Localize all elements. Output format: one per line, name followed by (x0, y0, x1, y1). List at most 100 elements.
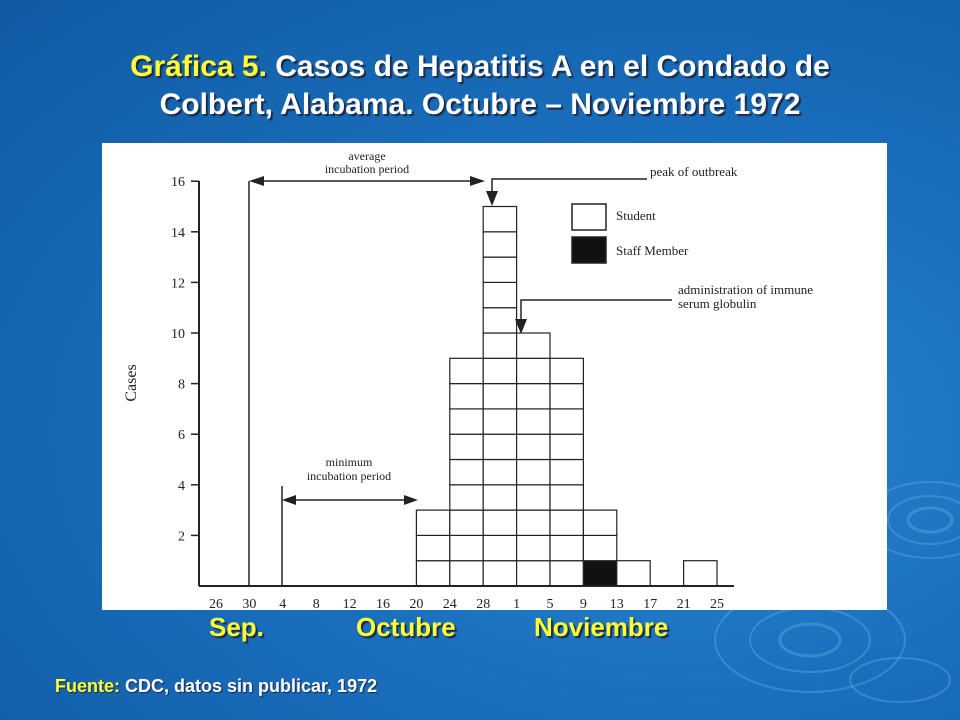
x-tick-label: 24 (443, 597, 457, 610)
x-tick-label: 9 (580, 597, 587, 610)
case-cell-student (482, 458, 518, 486)
x-tick-label: 30 (242, 597, 256, 610)
title-line-1: Gráfica 5. Casos de Hepatitis A en el Co… (0, 48, 960, 86)
case-cell-student (482, 433, 518, 461)
case-cell-student (482, 205, 518, 233)
source-label: Fuente: (55, 676, 120, 696)
chart-panel: 2 4 6 8 10 12 14 16 26 30 4 8 12 16 20 24 28 1 5 9 13 17 21 25… (102, 143, 887, 610)
case-cell-student (482, 534, 518, 562)
x-tick-label: 25 (710, 597, 724, 610)
source-note: Fuente: CDC, datos sin publicar, 1972 (55, 676, 377, 697)
x-tick-label: 28 (476, 597, 490, 610)
y-tick-label: 14 (171, 226, 185, 241)
x-tick-label: 26 (209, 597, 223, 610)
min-incubation-label-1: minimum (326, 455, 373, 469)
case-cell-student (482, 231, 518, 258)
case-cell-student (449, 408, 484, 435)
x-tick-label: 20 (409, 597, 423, 610)
case-cell-student (516, 484, 551, 511)
case-cell-student (415, 534, 451, 562)
bars-layer (415, 205, 718, 587)
x-tick-label: 13 (610, 597, 624, 610)
case-cell-student (482, 484, 518, 511)
case-cell-student (549, 534, 585, 562)
month-label-noviembre: Noviembre (534, 612, 669, 642)
title-text-1: Casos de Hepatitis A en el Condado de (275, 50, 830, 83)
peak-label: peak of outbreak (650, 164, 738, 179)
title-prefix: Gráfica 5. (130, 50, 267, 83)
y-tick-label: 8 (178, 378, 185, 393)
x-tick-label: 8 (313, 597, 320, 610)
avg-incubation-label-1: average (348, 149, 385, 163)
y-tick-label: 12 (171, 276, 185, 291)
y-tick-label: 4 (178, 479, 185, 494)
case-cell-student (449, 534, 484, 562)
y-tick-label: 10 (171, 327, 185, 342)
min-incubation-label-2: incubation period (307, 469, 391, 483)
legend-label-student: Student (616, 208, 656, 223)
case-cell-student (549, 408, 585, 435)
case-cell-student (549, 433, 585, 461)
case-cell-student (482, 256, 518, 283)
legend-swatch-staff (571, 236, 607, 264)
case-cell-student (415, 560, 451, 587)
case-cell-student (482, 408, 518, 435)
y-tick-label: 16 (171, 175, 185, 190)
case-cell-student (482, 332, 518, 359)
month-labels: Sep. Octubre Noviembre (0, 612, 960, 648)
case-cell-student (482, 307, 518, 334)
x-tick-label: 4 (279, 597, 286, 610)
title-line-2: Colbert, Alabama. Octubre – Noviembre 19… (159, 88, 801, 121)
min-incubation-arrowhead-left (282, 495, 296, 505)
chart-legend: Student Staff Member (571, 203, 689, 264)
case-cell-staff (582, 560, 618, 587)
avg-incubation-arrowhead-left (249, 176, 264, 186)
case-cell-student (549, 560, 585, 587)
x-tick-label: 5 (547, 597, 554, 610)
case-cell-student (516, 509, 551, 537)
case-cell-student (516, 332, 551, 359)
avg-incubation-label-2: incubation period (325, 162, 409, 176)
peak-arrowhead (486, 191, 498, 206)
globulin-arrowhead (515, 319, 527, 334)
case-cell-student (549, 383, 585, 410)
case-cell-student (682, 560, 718, 587)
case-cell-student (516, 534, 551, 562)
case-cell-student (516, 560, 551, 587)
avg-incubation-arrowhead-right (470, 176, 485, 186)
x-tick-label: 12 (343, 597, 357, 610)
case-cell-student (549, 357, 585, 385)
y-tick-label: 2 (178, 529, 185, 544)
x-tick-label: 16 (376, 597, 390, 610)
case-cell-student (616, 560, 651, 587)
x-ticks: 26 30 4 8 12 16 20 24 28 1 5 9 13 17 21 25 (209, 597, 724, 610)
globulin-label-2: serum globulin (678, 296, 757, 311)
case-cell-student (482, 560, 518, 587)
case-cell-student (415, 509, 451, 537)
case-cell-student (549, 458, 585, 486)
case-cell-student (449, 484, 484, 511)
month-label-octubre: Octubre (356, 612, 456, 642)
case-cell-student (449, 560, 484, 587)
slide-title: Gráfica 5. Casos de Hepatitis A en el Co… (0, 48, 960, 124)
peak-arrow-line (491, 178, 647, 201)
case-cell-student (516, 383, 551, 410)
case-cell-student (582, 534, 618, 562)
case-cell-student (516, 433, 551, 461)
case-cell-student (549, 484, 585, 511)
case-cell-student (482, 281, 518, 309)
case-cell-student (549, 509, 585, 537)
case-cell-student (516, 408, 551, 435)
min-incubation-arrowhead-right (404, 495, 418, 505)
y-ticks: 2 4 6 8 10 12 14 16 (171, 175, 199, 544)
case-cell-student (582, 509, 618, 537)
globulin-arrow-line (520, 299, 672, 328)
case-cell-student (516, 458, 551, 486)
case-cell-student (516, 357, 551, 385)
case-cell-student (449, 458, 484, 486)
case-cell-student (482, 509, 518, 537)
y-tick-label: 6 (178, 428, 185, 443)
x-tick-label: 21 (677, 597, 691, 610)
case-cell-student (482, 357, 518, 385)
legend-swatch-student (571, 203, 607, 231)
